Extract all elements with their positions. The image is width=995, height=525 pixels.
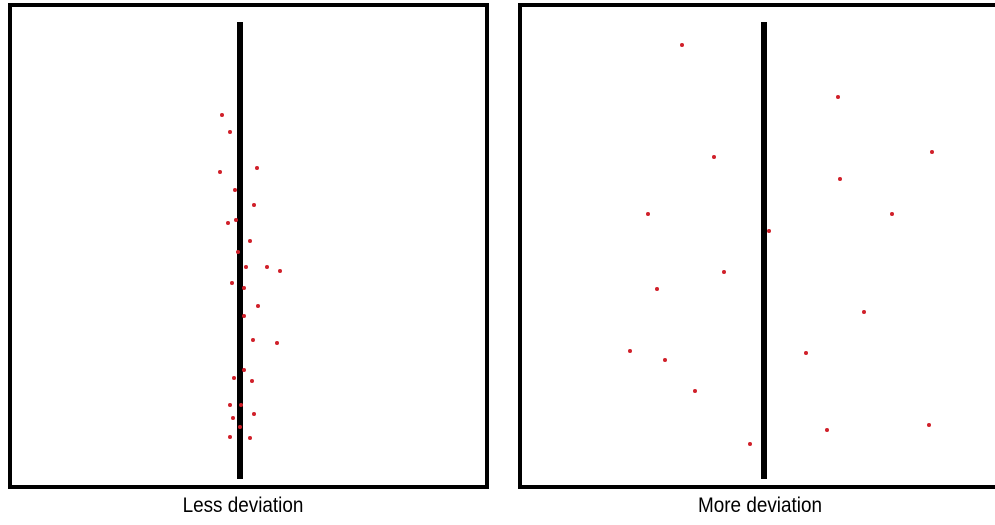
less-deviation-scatter (218, 22, 282, 479)
scatter-point (862, 310, 866, 314)
scatter-point (248, 436, 252, 440)
scatter-point (226, 221, 230, 225)
scatter-point (234, 218, 238, 222)
scatter-point (255, 166, 259, 170)
more-deviation-panel (518, 3, 995, 489)
scatter-point (838, 177, 842, 181)
scatter-point (628, 349, 632, 353)
scatter-point (275, 341, 279, 345)
scatter-point (230, 281, 234, 285)
scatter-point (252, 203, 256, 207)
more-deviation-caption: More deviation (698, 494, 822, 517)
scatter-point (242, 286, 246, 290)
scatter-point (646, 212, 650, 216)
scatter-point (804, 351, 808, 355)
scatter-point (244, 265, 248, 269)
scatter-point (256, 304, 260, 308)
scatter-point (242, 368, 246, 372)
points-group (218, 113, 282, 440)
scatter-point (239, 403, 243, 407)
scatter-point (927, 423, 931, 427)
scatter-point (218, 170, 222, 174)
scatter-point (680, 43, 684, 47)
less-deviation-panel (8, 3, 489, 489)
scatter-point (228, 130, 232, 134)
scatter-point (233, 188, 237, 192)
more-deviation-scatter (628, 22, 934, 479)
less-deviation-caption: Less deviation (182, 494, 304, 517)
scatter-point (232, 376, 236, 380)
scatter-point (836, 95, 840, 99)
scatter-point (228, 403, 232, 407)
scatter-point (220, 113, 224, 117)
scatter-point (251, 338, 255, 342)
scatter-point (748, 442, 752, 446)
scatter-point (655, 287, 659, 291)
scatter-point (890, 212, 894, 216)
scatter-point (236, 250, 240, 254)
scatter-point (722, 270, 726, 274)
scatter-point (242, 314, 246, 318)
scatter-point (278, 269, 282, 273)
scatter-point (228, 435, 232, 439)
scatter-point (265, 265, 269, 269)
points-group (628, 43, 934, 446)
scatter-point (930, 150, 934, 154)
scatter-point (767, 229, 771, 233)
scatter-point (663, 358, 667, 362)
scatter-point (693, 389, 697, 393)
scatter-point (252, 412, 256, 416)
scatter-point (250, 379, 254, 383)
scatter-point (231, 416, 235, 420)
scatter-point (248, 239, 252, 243)
scatter-point (712, 155, 716, 159)
scatter-point (238, 425, 242, 429)
scatter-point (825, 428, 829, 432)
